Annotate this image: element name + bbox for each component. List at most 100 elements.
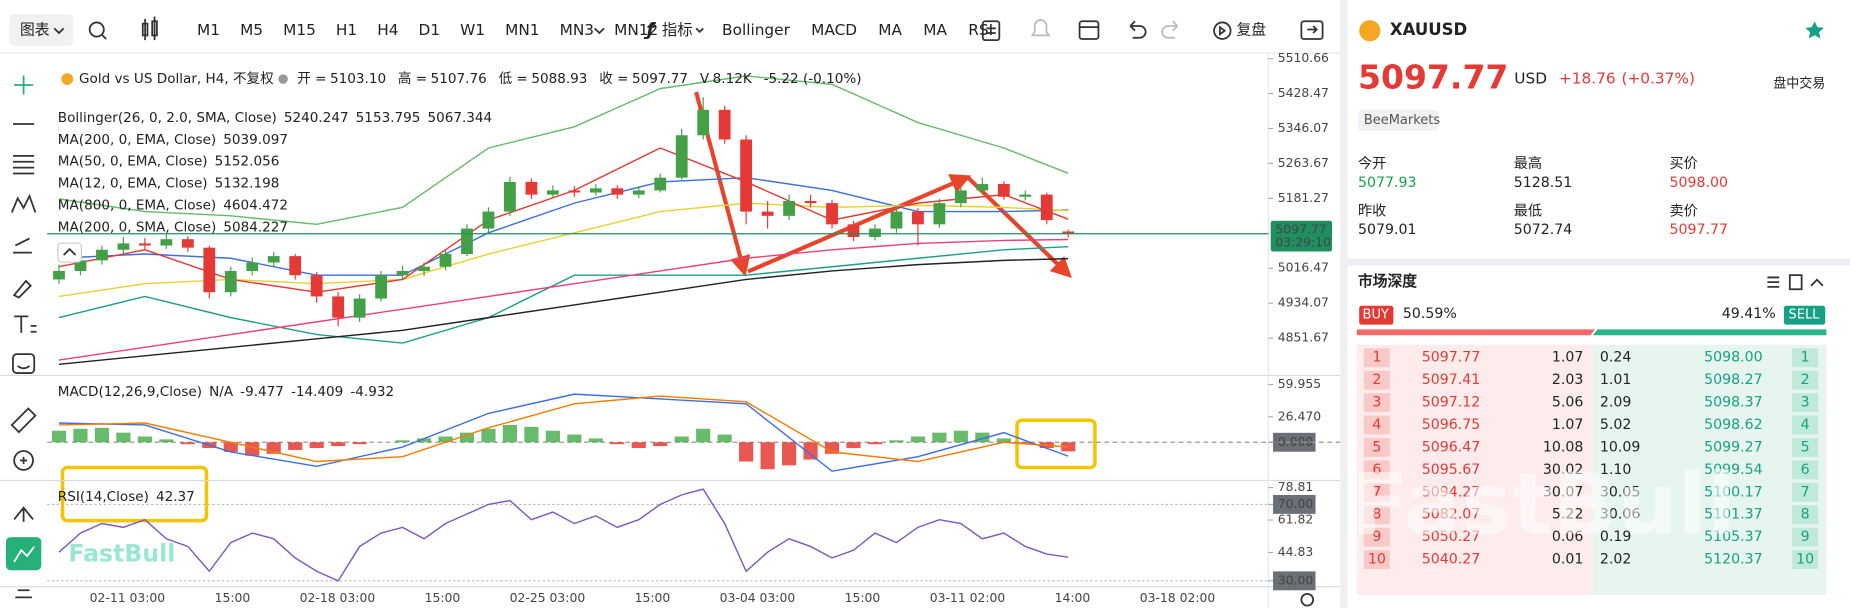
symbol: XAUUSD [1390, 20, 1467, 39]
label: +18.76 [1559, 70, 1616, 88]
label: 42.37 [156, 489, 195, 505]
stat-label: 最低 [1514, 203, 1542, 219]
replay-button[interactable]: 复盘 [1236, 21, 1266, 39]
candle-body [718, 109, 731, 140]
indicator-button[interactable]: RSI [968, 21, 993, 39]
candle-body [826, 203, 838, 225]
level-badge [1363, 482, 1390, 502]
bid-level: 2 [1372, 372, 1381, 388]
candle-body [353, 298, 366, 318]
indicator-line [58, 75, 1069, 226]
bid-level: 1 [1372, 350, 1381, 366]
candle-body [203, 247, 216, 293]
indicator-button[interactable]: MA [878, 21, 902, 39]
candle-body [632, 190, 645, 195]
macd-bar [481, 428, 496, 443]
macd-bar [610, 442, 625, 445]
chart-menu[interactable]: 图表 [20, 22, 50, 39]
watermark: FastBull [68, 539, 175, 567]
indicator-name: MA(800, 0, EMA, Close) [58, 197, 216, 213]
timeframe-button[interactable]: MN3 [560, 21, 594, 39]
indicator-button[interactable]: Bollinger [722, 21, 791, 39]
price-tick-label: 5428.47 [1278, 85, 1329, 100]
bid-price: 5040.27 [1422, 552, 1481, 568]
bid-price: 5082.07 [1422, 507, 1481, 523]
candle-body [504, 181, 516, 212]
ask-size: 1.01 [1600, 372, 1632, 388]
candle-icon[interactable] [141, 16, 158, 41]
candle-body [546, 190, 559, 195]
macd-bar [889, 440, 904, 443]
indicator-name: MA(50, 0, EMA, Close) [58, 154, 208, 170]
candle-body [267, 256, 280, 263]
macd-bar [245, 442, 260, 456]
time-label: 15:00 [635, 590, 671, 605]
timeframe-button[interactable]: H1 [336, 21, 357, 39]
tick-box [1273, 432, 1316, 452]
candle-body [224, 270, 237, 293]
macd-bar [352, 442, 367, 445]
drawing-sidebar[interactable] [5, 75, 42, 599]
timeframe-button[interactable]: D1 [419, 21, 441, 39]
last-price-label: 5097.77 [1275, 222, 1326, 237]
candle-body [246, 262, 259, 271]
label: V [700, 71, 710, 87]
timeframe-button[interactable]: W1 [460, 21, 485, 39]
ask-price: 5100.17 [1704, 484, 1763, 500]
rsi-tick-label: 30.00 [1278, 572, 1314, 587]
search-icon[interactable] [88, 21, 105, 38]
ask-price: 5099.27 [1704, 439, 1763, 455]
macd-line [58, 395, 1069, 463]
macd-bar [867, 442, 883, 445]
macd-bar [331, 442, 346, 447]
stat-label: 卖价 [1669, 203, 1697, 219]
candle-body [439, 254, 452, 267]
candle-body [976, 184, 989, 191]
macd-bar [51, 430, 67, 443]
timeframe-button[interactable]: M1 [197, 21, 220, 39]
candle-body [740, 139, 753, 212]
timeframe-button[interactable]: H4 [377, 21, 398, 39]
indicator-button[interactable]: MA [923, 21, 947, 39]
level-badge [1792, 527, 1819, 547]
price-tick-label: 5346.07 [1278, 120, 1329, 135]
level-badge [1792, 505, 1819, 525]
ask-level: 9 [1801, 529, 1810, 545]
label: USD [1514, 70, 1547, 88]
macd-bar [782, 442, 797, 466]
candle-body [869, 228, 881, 238]
timeframe-button[interactable]: MN1 [505, 21, 539, 39]
timeframe-button[interactable]: M5 [240, 21, 263, 39]
macd-tick-label: 59.955 [1278, 376, 1321, 391]
indicator-value: 5067.344 [427, 110, 492, 126]
label: -14.409 [291, 384, 343, 400]
candle-body [310, 275, 323, 297]
indicator-button[interactable]: MACD [811, 21, 857, 39]
chart-menu-bg[interactable] [9, 14, 74, 47]
macd-bar [910, 436, 925, 443]
timeframe-button[interactable]: MN12 [614, 21, 658, 39]
indicators-button[interactable]: 指标 [662, 21, 693, 39]
label: 低 = [499, 71, 528, 87]
price-tick-label: 4851.67 [1278, 330, 1329, 345]
ask-level: 3 [1801, 395, 1810, 411]
last-price-tag [1270, 220, 1333, 252]
ask-price: 5098.62 [1704, 417, 1763, 433]
countdown-label: 03:29:10 [1275, 235, 1331, 250]
bid-level: 7 [1372, 484, 1381, 500]
bid-level: 8 [1372, 507, 1381, 523]
favorite-star[interactable] [1805, 21, 1824, 39]
bid-size: 2.03 [1552, 372, 1584, 388]
level-badge [1792, 415, 1819, 435]
toolbar-icons[interactable] [981, 19, 1324, 42]
more-chevron[interactable] [594, 27, 605, 35]
annotation-arrow [747, 174, 972, 274]
depth-icons[interactable] [1767, 274, 1824, 291]
level-badge [1363, 415, 1390, 435]
timeframe-button[interactable]: M15 [283, 21, 316, 39]
bid-size: 5.22 [1552, 507, 1584, 523]
sell-bar [1592, 329, 1827, 336]
time-label: 02-25 03:00 [510, 590, 586, 605]
bid-level: 4 [1372, 417, 1381, 433]
candle-body [654, 177, 667, 191]
